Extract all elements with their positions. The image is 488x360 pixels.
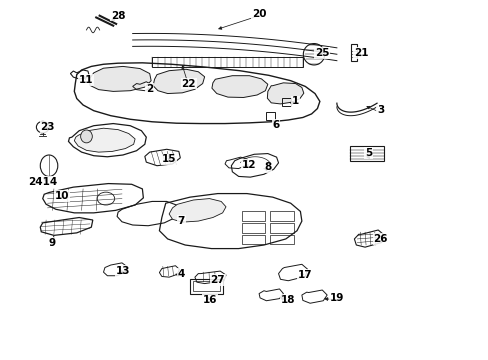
Bar [242,223,265,233]
Text: 10: 10 [55,191,69,201]
Polygon shape [74,128,135,152]
Bar [270,223,293,233]
Text: 16: 16 [203,295,217,305]
Polygon shape [267,83,303,104]
Text: 19: 19 [329,293,344,303]
Bar [351,44,357,62]
Bar [190,279,223,294]
Bar [350,147,383,161]
Polygon shape [153,69,204,94]
Text: 11: 11 [79,75,94,85]
Text: 7: 7 [177,216,184,226]
Text: 18: 18 [281,295,295,305]
Bar [242,211,265,221]
Text: 5: 5 [364,148,371,158]
Text: 13: 13 [116,266,130,276]
Text: 4: 4 [177,269,184,279]
Polygon shape [169,199,225,222]
Text: 28: 28 [111,11,125,21]
Ellipse shape [81,130,92,143]
Text: 21: 21 [353,48,367,58]
Text: 20: 20 [251,9,266,19]
Text: 8: 8 [264,162,271,172]
Text: 22: 22 [181,78,195,89]
Bar [193,281,220,292]
Text: 26: 26 [373,234,387,244]
Text: 15: 15 [162,154,176,164]
Bar [266,112,275,120]
Text: 3: 3 [376,105,384,115]
Text: 9: 9 [49,238,56,248]
Text: 2: 2 [146,84,153,94]
Text: 12: 12 [242,159,256,170]
Bar [270,235,293,244]
Text: 1: 1 [291,96,299,107]
Bar [282,98,290,107]
Polygon shape [90,66,151,91]
Text: 27: 27 [210,275,224,285]
Bar [242,235,265,244]
Polygon shape [211,76,267,98]
Text: 25: 25 [314,48,329,58]
Text: 6: 6 [272,120,279,130]
Text: 17: 17 [297,270,312,280]
Text: 23: 23 [40,122,55,132]
Bar [152,57,302,67]
Bar [270,211,293,221]
Text: 2414: 2414 [28,177,57,187]
